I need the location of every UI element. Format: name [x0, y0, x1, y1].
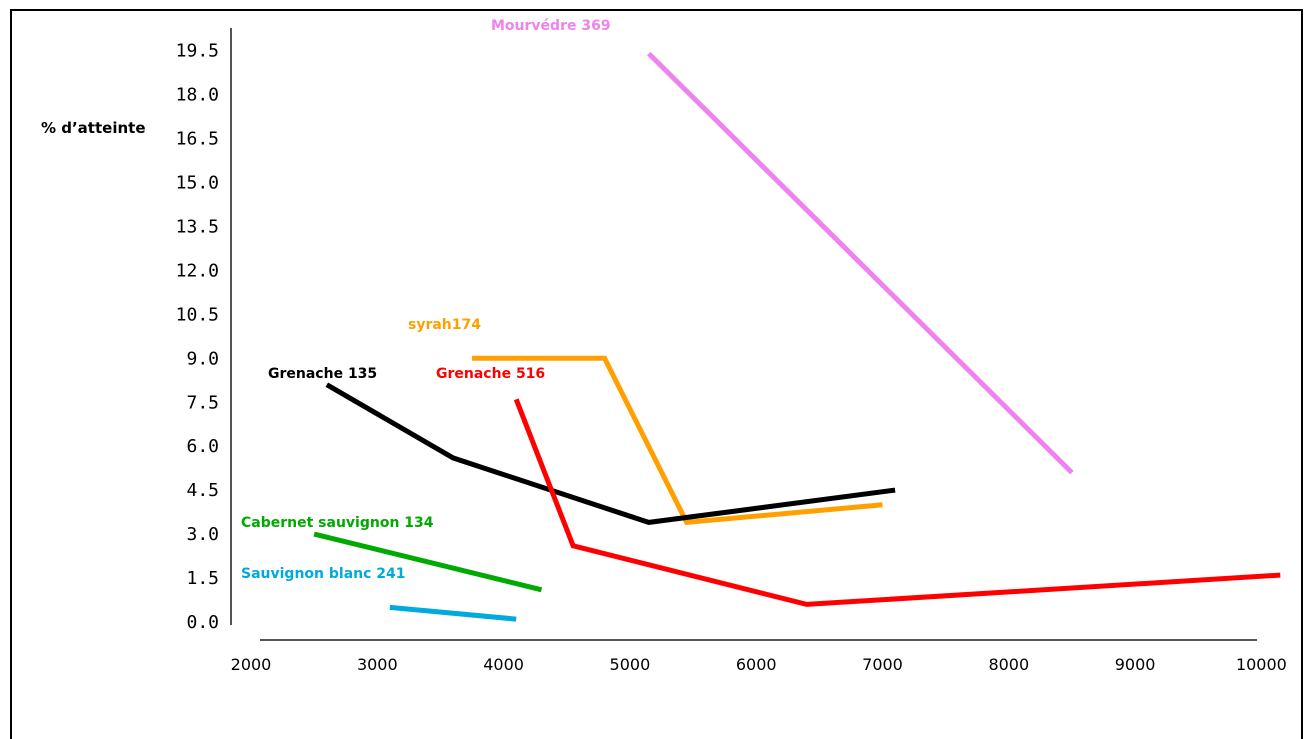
x-tick-label: 8000: [988, 655, 1029, 674]
y-tick-label: 12.0: [176, 260, 219, 281]
series-label: syrah174: [408, 317, 481, 333]
y-axis-label: % d’atteinte: [41, 119, 146, 137]
series-line: [313, 531, 543, 593]
series-line: [472, 355, 883, 526]
y-tick-label: 7.5: [186, 392, 219, 413]
series-line: [325, 382, 896, 525]
series-line: [647, 51, 1074, 475]
x-tick-label: 7000: [862, 655, 903, 674]
y-tick-labels: 0.0 1.5 3.0 4.5 6.0 7.5 9.0 10.5 12.0 13.5 15.0 16.…: [176, 41, 219, 633]
x-tick-labels: 2000 3000 4000 5000 6000 7000 8000 9000 10000: [231, 655, 1287, 674]
x-tick-label: 9000: [1115, 655, 1156, 674]
y-tick-label: 3.0: [186, 524, 219, 545]
y-tick-label: 13.5: [176, 216, 219, 237]
y-tick-label: 15.0: [176, 173, 219, 194]
y-tick-label: 0.0: [186, 612, 219, 633]
series-labels: Mourvédre 369 syrah174 Grenache 135 Grenach…: [241, 18, 611, 582]
x-tick-label: 5000: [610, 655, 651, 674]
y-tick-label: 16.5: [176, 129, 219, 150]
y-tick-label: 9.0: [186, 348, 219, 369]
series-line: [513, 398, 1281, 607]
series-label: Sauvignon blanc 241: [241, 566, 406, 582]
series-label: Cabernet sauvignon 134: [241, 515, 434, 531]
x-tick-label: 2000: [231, 655, 272, 674]
series-lines: [313, 51, 1281, 622]
x-tick-label: 6000: [736, 655, 777, 674]
series-line: [389, 604, 517, 622]
series-label: Grenache 135: [268, 366, 377, 382]
x-tick-label: 10000: [1236, 655, 1287, 674]
series-label: Grenache 516: [436, 366, 545, 382]
y-tick-label: 6.0: [186, 436, 219, 457]
series-label: Mourvédre 369: [491, 18, 611, 34]
y-tick-label: 19.5: [176, 41, 219, 62]
y-tick-label: 1.5: [186, 568, 219, 589]
y-tick-label: 4.5: [186, 480, 219, 501]
y-tick-label: 10.5: [176, 304, 219, 325]
x-tick-label: 4000: [483, 655, 524, 674]
chart-frame: [10, 9, 1303, 739]
x-tick-label: 3000: [357, 655, 398, 674]
y-tick-label: 18.0: [176, 85, 219, 106]
